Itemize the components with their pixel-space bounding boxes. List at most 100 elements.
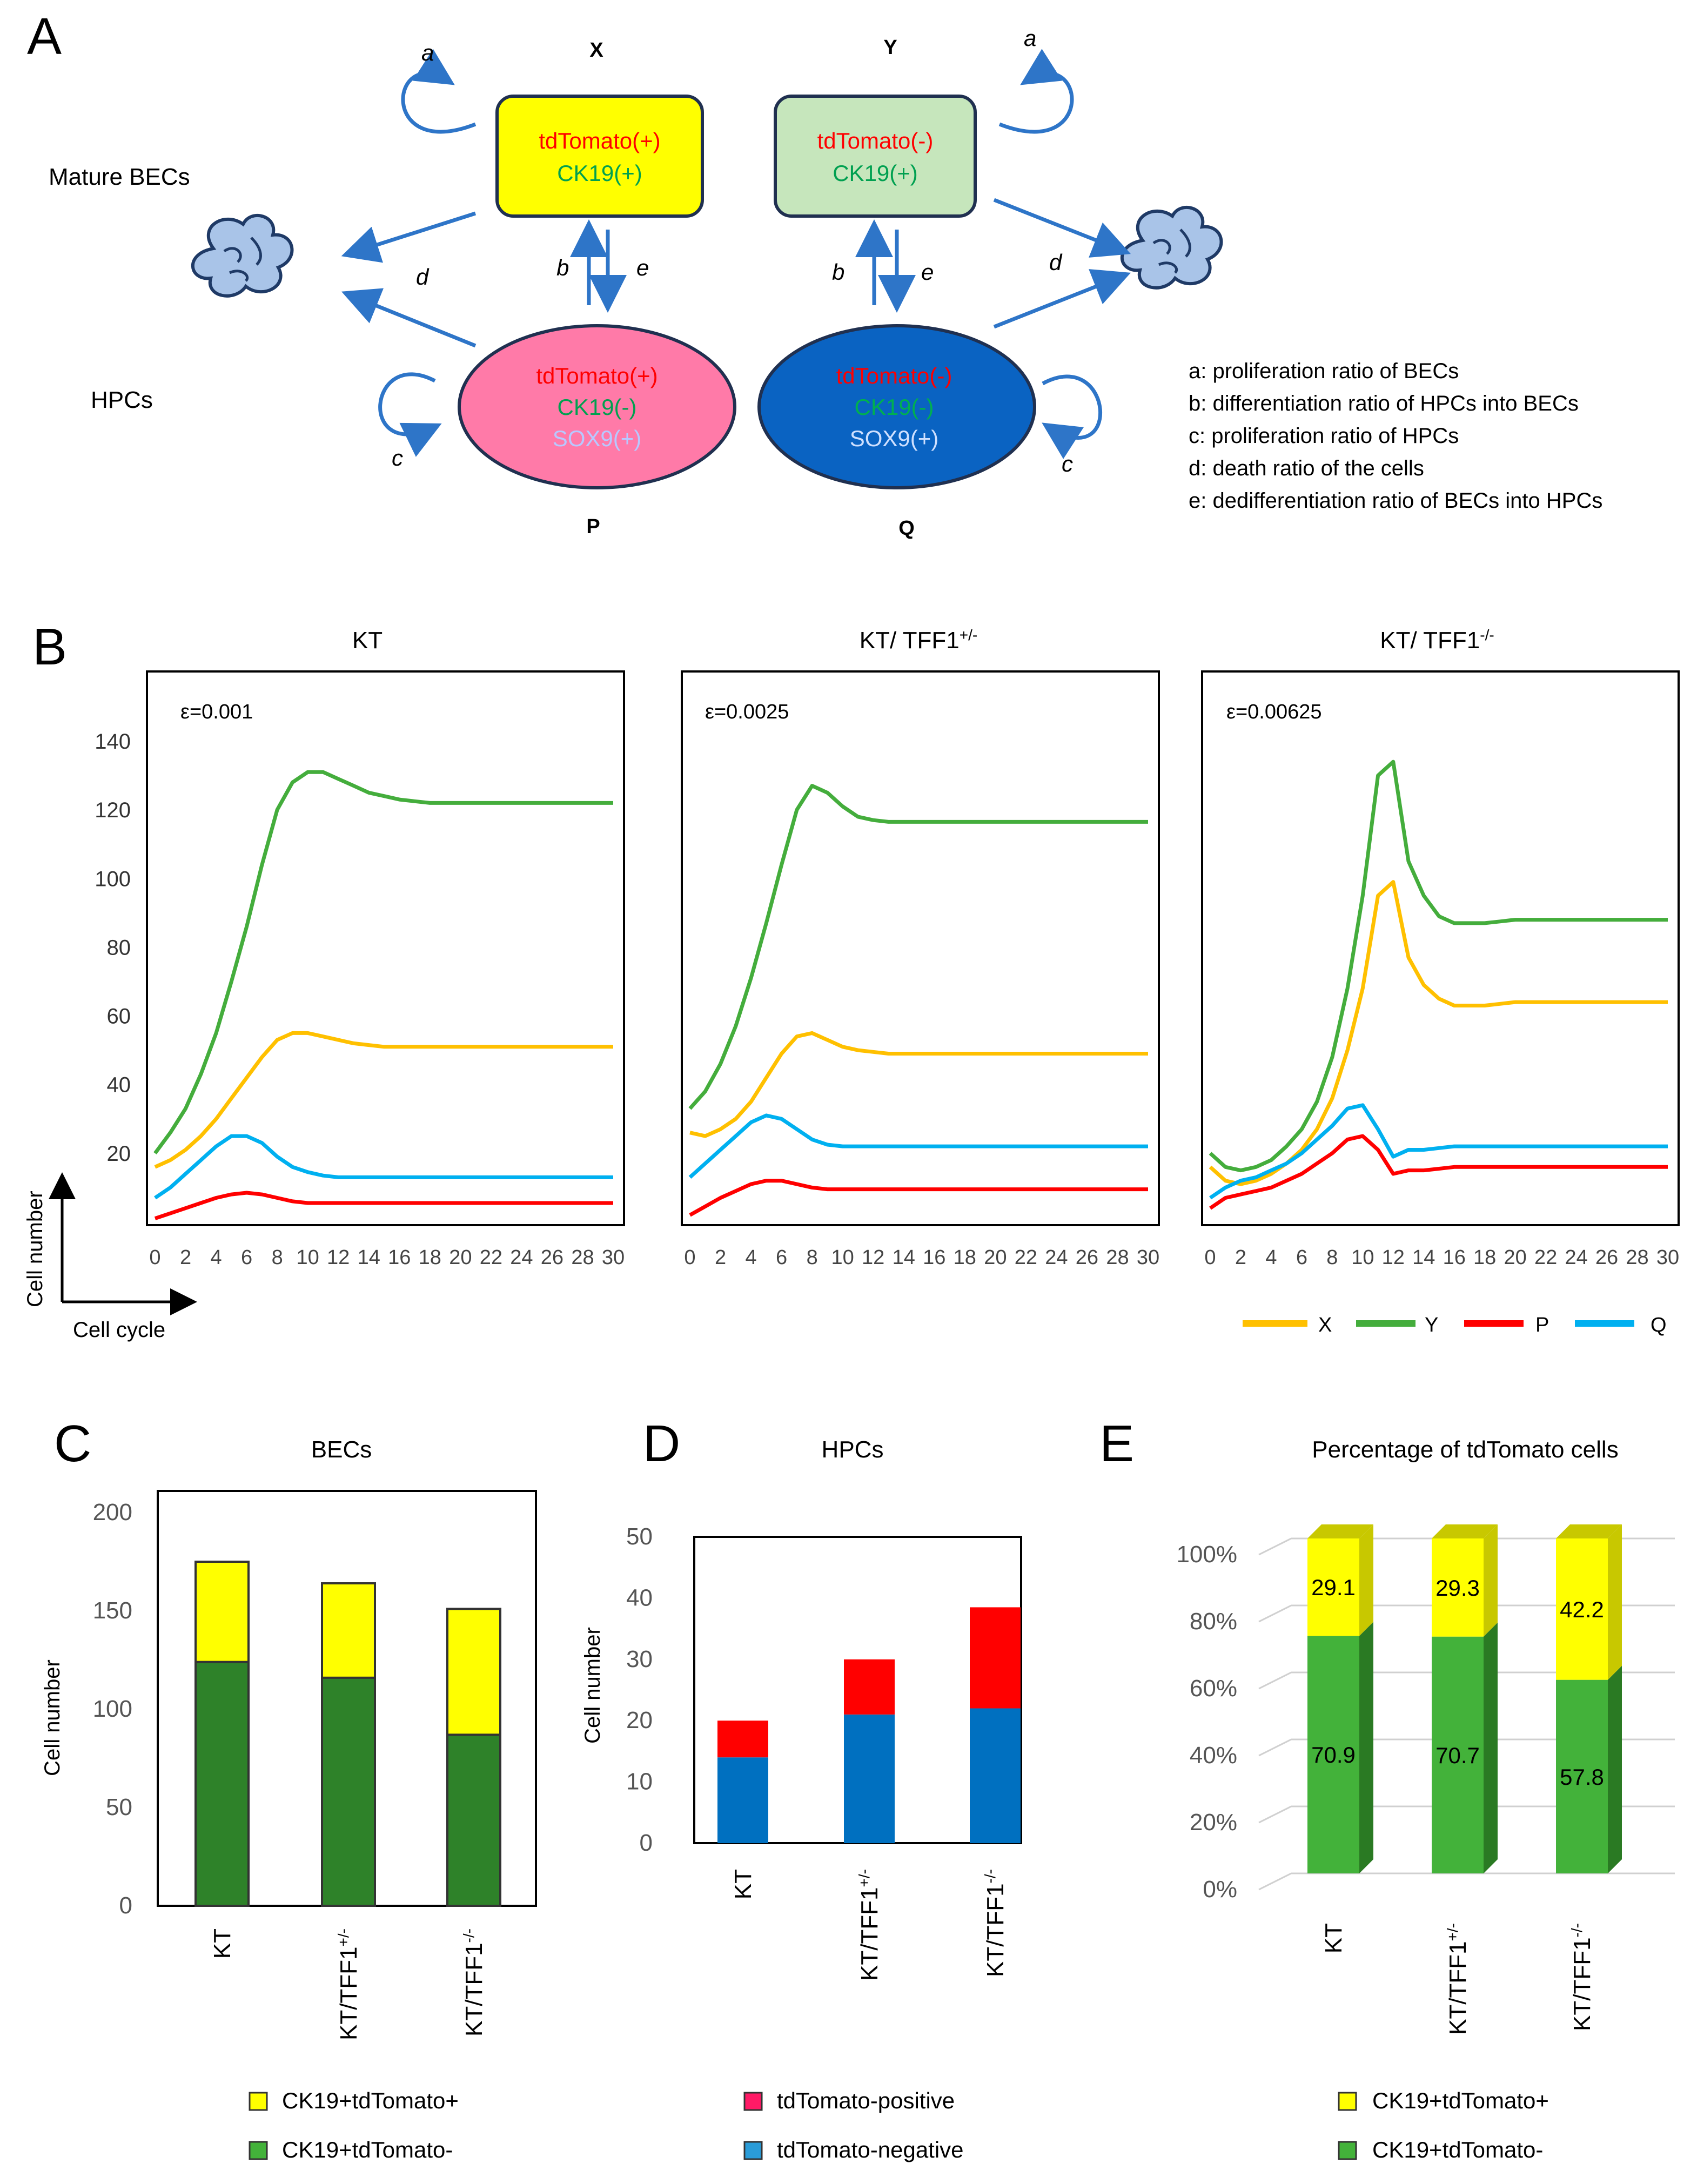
data-label: 42.2 bbox=[1560, 1597, 1604, 1622]
bar-segment-1 bbox=[446, 1608, 501, 1736]
bar-side bbox=[1608, 1665, 1622, 1873]
x-tick-label: 24 bbox=[1565, 1246, 1587, 1269]
arrow-y-death bbox=[993, 198, 1131, 258]
percentage-legend: CK19+tdTomato+ CK19+tdTomato- bbox=[1338, 2088, 1549, 2162]
x-tick-label: 24 bbox=[1045, 1246, 1068, 1269]
node-q-line3: SOX9(+) bbox=[850, 426, 939, 451]
category-label: KT bbox=[209, 1928, 236, 1959]
x-tick-label: 14 bbox=[893, 1246, 915, 1269]
bar-segment-0 bbox=[446, 1733, 501, 1907]
bar-segment-0 bbox=[717, 1757, 768, 1843]
y-tick-label: 150 bbox=[93, 1597, 132, 1624]
x-tick-label: 26 bbox=[1595, 1246, 1618, 1269]
category-label: KT/TFF1-/- bbox=[1568, 1923, 1596, 2031]
y-tick-label: 10 bbox=[626, 1769, 653, 1795]
hpcs-legend-neg-swatch bbox=[743, 2141, 763, 2160]
arrow-x-self bbox=[401, 49, 477, 134]
dead-cell-left-icon bbox=[193, 216, 292, 296]
grid-line bbox=[1258, 1805, 1292, 1824]
arrow-q-death bbox=[993, 269, 1131, 329]
category-label-sup: +/- bbox=[856, 1869, 873, 1887]
x-tick-label: 16 bbox=[923, 1246, 945, 1269]
node-y-box bbox=[774, 95, 977, 218]
x-tick-label: 30 bbox=[1137, 1246, 1159, 1269]
label-e-right: e bbox=[921, 259, 934, 285]
grid-line bbox=[1258, 1537, 1292, 1556]
category-label: KT bbox=[1320, 1923, 1347, 1953]
legend-b: b: differentiation ratio of HPCs into BE… bbox=[1189, 392, 1579, 415]
bar-side bbox=[1359, 1622, 1373, 1873]
category-label-sup: -/- bbox=[460, 1928, 477, 1943]
y-tick-label: 40% bbox=[1190, 1742, 1237, 1769]
series-line-q bbox=[688, 1113, 1148, 1179]
x-tick-label: 28 bbox=[1106, 1246, 1129, 1269]
category-label-sup: -/- bbox=[982, 1869, 998, 1883]
series-line-x bbox=[154, 1031, 613, 1169]
grid-line bbox=[1258, 1671, 1292, 1690]
x-tick-label: 6 bbox=[776, 1246, 787, 1269]
chart-title: Percentage of tdTomato cells bbox=[1312, 1436, 1618, 1463]
x-tick-label: 0 bbox=[684, 1246, 695, 1269]
panel-letter-d: D bbox=[643, 1415, 680, 1473]
series-line-p bbox=[689, 1179, 1148, 1217]
label-b-right: b bbox=[832, 259, 844, 285]
x-tick-label: 12 bbox=[327, 1246, 350, 1269]
node-x-line2: CK19(+) bbox=[557, 160, 642, 186]
x-tick-label: 22 bbox=[1534, 1246, 1557, 1269]
bar-segment-1 bbox=[1432, 1538, 1484, 1637]
x-tick-label: 20 bbox=[984, 1246, 1007, 1269]
bar-segment-0 bbox=[194, 1661, 250, 1907]
data-label: 70.9 bbox=[1311, 1742, 1356, 1768]
node-x-name: X bbox=[589, 39, 603, 62]
x-tick-label: 20 bbox=[1504, 1246, 1527, 1269]
x-tick-label: 8 bbox=[272, 1246, 283, 1269]
y-tick-label: 50 bbox=[106, 1794, 132, 1820]
x-tick-label: 26 bbox=[541, 1246, 563, 1269]
x-tick-label: 30 bbox=[1656, 1246, 1679, 1269]
label-c-left: c bbox=[392, 445, 403, 471]
x-tick-label: 12 bbox=[862, 1246, 884, 1269]
epsilon-annotation: ε=0.00625 bbox=[1226, 701, 1322, 723]
x-tick-label: 26 bbox=[1076, 1246, 1098, 1269]
line-legend: X Y P Q bbox=[1243, 1314, 1667, 1336]
bar-segment-1 bbox=[844, 1659, 895, 1715]
x-tick-label: 8 bbox=[1326, 1246, 1338, 1269]
x-tick-label: 6 bbox=[1296, 1246, 1307, 1269]
becs-legend: CK19+tdTomato+ CK19+tdTomato- bbox=[249, 2088, 459, 2162]
chart-title: KT bbox=[352, 627, 383, 654]
y-tick-label: 30 bbox=[626, 1646, 653, 1672]
category-label: KT/TFF1+/- bbox=[335, 1928, 363, 2040]
bar-side bbox=[1359, 1524, 1373, 1636]
node-x-box bbox=[495, 95, 704, 218]
y-tick-label: 100 bbox=[93, 1696, 132, 1722]
becs-legend-pos-swatch bbox=[249, 2092, 268, 2111]
node-y-name: Y bbox=[883, 36, 897, 59]
bar-segment-0 bbox=[1432, 1636, 1484, 1873]
y-tick-label: 20 bbox=[107, 1142, 131, 1166]
data-label: 29.1 bbox=[1311, 1575, 1356, 1600]
category-label-sup: -/- bbox=[1568, 1923, 1585, 1937]
x-tick-label: 24 bbox=[510, 1246, 533, 1269]
arrow-q-self bbox=[1042, 374, 1102, 459]
x-tick-label: 10 bbox=[1351, 1246, 1374, 1269]
node-q-ellipse bbox=[757, 324, 1036, 489]
series-line-q bbox=[154, 1134, 613, 1200]
pct-legend-neg-swatch bbox=[1338, 2141, 1357, 2160]
arrow-y-self bbox=[998, 49, 1074, 134]
bar-side bbox=[1608, 1524, 1622, 1680]
grid-line bbox=[1258, 1738, 1292, 1757]
series-line-p bbox=[1209, 1134, 1668, 1210]
x-tick-label: 18 bbox=[954, 1246, 976, 1269]
epsilon-annotation: ε=0.001 bbox=[180, 701, 253, 723]
axis-guide: Cell number Cell cycle bbox=[23, 1172, 197, 1342]
hpcs-bar-chart: HPCs 0 10 20 30 40 50 Cell number KT KT/TFF1+/- KT… bbox=[581, 1436, 1022, 1981]
x-tick-label: 6 bbox=[241, 1246, 252, 1269]
hpcs-legend: tdTomato-positive tdTomato-negative bbox=[743, 2088, 964, 2162]
x-tick-label: 2 bbox=[1235, 1246, 1246, 1269]
panel-letter-b: B bbox=[32, 618, 67, 676]
label-d-right: d bbox=[1049, 250, 1063, 275]
